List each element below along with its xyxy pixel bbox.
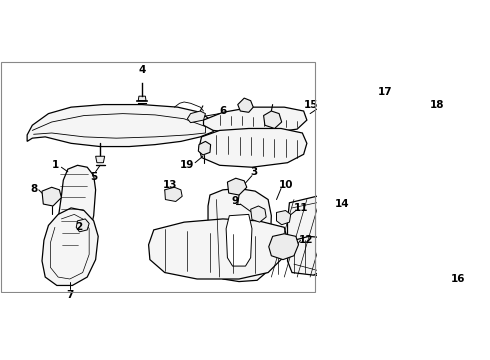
Text: 10: 10 — [279, 180, 294, 190]
Polygon shape — [42, 208, 98, 285]
Polygon shape — [251, 206, 266, 222]
Polygon shape — [76, 219, 89, 232]
Polygon shape — [238, 98, 253, 112]
Text: 4: 4 — [139, 65, 146, 75]
Text: 7: 7 — [66, 290, 74, 300]
Polygon shape — [148, 219, 288, 279]
Text: 14: 14 — [335, 199, 349, 209]
Polygon shape — [187, 111, 205, 123]
Text: 15: 15 — [303, 100, 318, 109]
Polygon shape — [203, 107, 307, 133]
Text: 9: 9 — [232, 197, 239, 207]
Polygon shape — [165, 187, 182, 202]
Text: 11: 11 — [294, 203, 308, 213]
Text: 5: 5 — [90, 172, 98, 182]
Polygon shape — [42, 187, 61, 206]
Text: 6: 6 — [220, 106, 227, 116]
Polygon shape — [288, 195, 451, 279]
Polygon shape — [264, 111, 282, 129]
Text: 16: 16 — [451, 274, 465, 284]
Polygon shape — [27, 104, 213, 147]
Polygon shape — [227, 178, 247, 195]
Text: 3: 3 — [251, 167, 258, 177]
Polygon shape — [96, 156, 105, 163]
Polygon shape — [208, 189, 271, 282]
Polygon shape — [199, 129, 307, 167]
Text: 18: 18 — [430, 100, 444, 109]
Text: 12: 12 — [298, 235, 313, 245]
Polygon shape — [226, 215, 252, 266]
Text: 2: 2 — [75, 222, 83, 232]
Text: 13: 13 — [163, 180, 177, 190]
Polygon shape — [138, 96, 146, 101]
Polygon shape — [57, 165, 96, 253]
Text: 19: 19 — [179, 160, 194, 170]
Text: 8: 8 — [30, 184, 37, 194]
Text: 1: 1 — [52, 160, 59, 170]
Polygon shape — [269, 234, 298, 260]
Polygon shape — [276, 211, 291, 225]
Text: 17: 17 — [378, 87, 392, 96]
Polygon shape — [288, 237, 333, 275]
Polygon shape — [198, 141, 211, 155]
